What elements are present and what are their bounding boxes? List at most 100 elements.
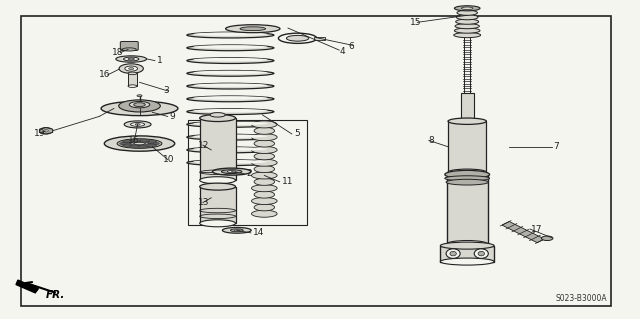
Bar: [461, 93, 474, 121]
Ellipse shape: [446, 179, 488, 185]
Ellipse shape: [193, 45, 268, 49]
Bar: [128, 73, 137, 86]
Text: 2: 2: [246, 169, 252, 178]
Ellipse shape: [541, 236, 553, 241]
Text: 9: 9: [170, 112, 175, 121]
Ellipse shape: [119, 100, 161, 112]
Text: 19: 19: [34, 130, 45, 138]
Ellipse shape: [145, 141, 157, 143]
Bar: [200, 118, 236, 180]
Text: 15: 15: [410, 18, 421, 27]
Ellipse shape: [210, 113, 225, 117]
Ellipse shape: [474, 249, 488, 258]
Ellipse shape: [101, 101, 178, 116]
Text: S023-B3000A: S023-B3000A: [555, 294, 607, 303]
Ellipse shape: [40, 128, 52, 134]
Ellipse shape: [447, 170, 488, 177]
Text: 10: 10: [163, 155, 175, 164]
Ellipse shape: [456, 15, 478, 20]
Ellipse shape: [227, 171, 236, 173]
Ellipse shape: [450, 251, 456, 256]
Ellipse shape: [454, 6, 480, 11]
Ellipse shape: [104, 136, 175, 151]
Ellipse shape: [187, 70, 274, 76]
Text: 14: 14: [253, 228, 264, 237]
Ellipse shape: [200, 115, 236, 122]
Ellipse shape: [128, 85, 137, 87]
Ellipse shape: [187, 58, 274, 63]
Ellipse shape: [254, 191, 275, 198]
Ellipse shape: [440, 242, 494, 249]
Ellipse shape: [187, 109, 274, 115]
Bar: [440, 246, 494, 262]
Ellipse shape: [447, 241, 488, 248]
Ellipse shape: [252, 210, 277, 217]
Ellipse shape: [137, 95, 142, 97]
Ellipse shape: [254, 153, 275, 160]
Text: 11: 11: [282, 177, 293, 186]
Ellipse shape: [455, 24, 479, 29]
Bar: [200, 187, 236, 223]
Text: 8: 8: [429, 136, 435, 145]
Ellipse shape: [148, 142, 159, 145]
Text: 5: 5: [294, 130, 300, 138]
Ellipse shape: [440, 258, 494, 265]
Ellipse shape: [287, 35, 309, 41]
Ellipse shape: [119, 64, 143, 73]
Ellipse shape: [278, 33, 317, 43]
Ellipse shape: [131, 122, 145, 126]
Ellipse shape: [454, 28, 480, 33]
Text: 6: 6: [349, 42, 355, 51]
Ellipse shape: [187, 160, 274, 166]
Ellipse shape: [138, 145, 150, 148]
Ellipse shape: [254, 127, 275, 134]
Ellipse shape: [254, 204, 275, 211]
Ellipse shape: [193, 160, 268, 164]
Ellipse shape: [252, 159, 277, 166]
Ellipse shape: [254, 140, 275, 147]
Ellipse shape: [448, 169, 486, 175]
Ellipse shape: [454, 33, 481, 38]
Polygon shape: [16, 280, 38, 293]
Ellipse shape: [120, 142, 131, 145]
Ellipse shape: [254, 178, 275, 185]
FancyBboxPatch shape: [120, 41, 138, 50]
Text: 13: 13: [198, 198, 210, 207]
Ellipse shape: [252, 172, 277, 179]
Ellipse shape: [252, 197, 277, 204]
Text: 7: 7: [554, 142, 559, 151]
Ellipse shape: [445, 170, 490, 179]
Ellipse shape: [200, 177, 236, 184]
Ellipse shape: [254, 166, 275, 173]
Ellipse shape: [193, 96, 268, 100]
Ellipse shape: [445, 176, 490, 181]
Ellipse shape: [128, 72, 137, 75]
Ellipse shape: [124, 57, 139, 61]
Ellipse shape: [457, 10, 477, 15]
Ellipse shape: [125, 66, 138, 71]
Ellipse shape: [187, 32, 274, 38]
Ellipse shape: [117, 139, 162, 148]
Ellipse shape: [122, 144, 134, 146]
Ellipse shape: [223, 227, 252, 233]
Ellipse shape: [448, 118, 486, 124]
Ellipse shape: [128, 58, 134, 60]
Ellipse shape: [193, 70, 268, 74]
Ellipse shape: [44, 130, 49, 132]
Ellipse shape: [122, 48, 136, 51]
Ellipse shape: [252, 121, 277, 128]
Ellipse shape: [122, 141, 134, 143]
Ellipse shape: [134, 142, 145, 145]
Ellipse shape: [478, 251, 484, 256]
Ellipse shape: [134, 103, 145, 107]
Ellipse shape: [461, 7, 473, 10]
Text: 4: 4: [339, 47, 345, 56]
Ellipse shape: [226, 25, 280, 33]
Ellipse shape: [187, 122, 274, 127]
Ellipse shape: [187, 134, 274, 140]
Ellipse shape: [135, 123, 140, 125]
Text: 16: 16: [128, 136, 140, 145]
Ellipse shape: [129, 101, 150, 108]
Bar: [314, 37, 325, 40]
Ellipse shape: [240, 27, 266, 31]
